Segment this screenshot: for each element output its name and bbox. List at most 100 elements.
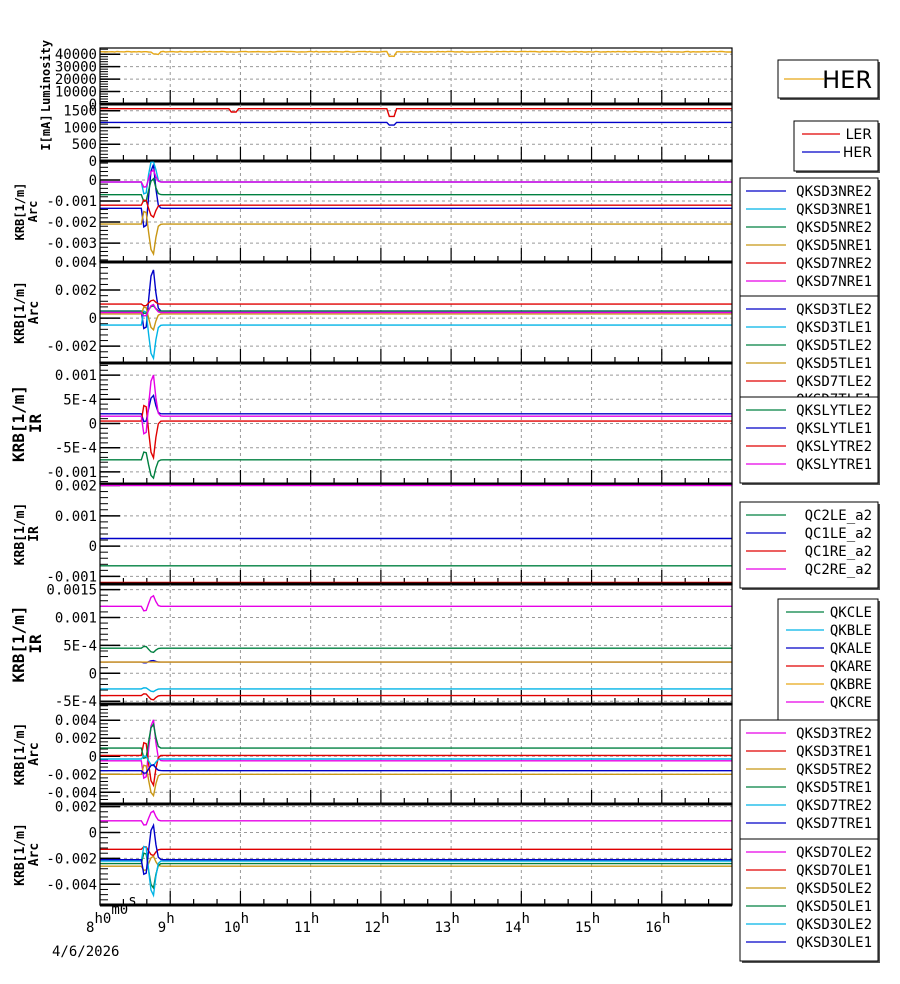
legend-label: LER [846, 127, 873, 143]
legend-label: QKSLYTRE2 [796, 439, 872, 455]
y-tick-label: 0.001 [55, 368, 97, 384]
y-tick-label: -0.002 [46, 215, 97, 231]
legend-label: QKSD5TLE2 [796, 338, 872, 354]
x-tick-number: 12 [364, 920, 381, 936]
panel-6: -0.001 0 0.001 0.002 KRB[1/m] IR [13, 479, 733, 586]
series-line-qkslytre1 [100, 374, 732, 435]
series-line-qksd3tre1 [100, 741, 732, 788]
y-tick-label: -0.001 [46, 569, 97, 585]
series-line-qksd5nre2 [100, 177, 732, 203]
series-line-qkslytle2 [100, 451, 732, 480]
panel-9: -0.004 -0.002 0 0.002 KRB[1/m] Arc [13, 800, 733, 907]
panel-3: -0.003 -0.002 -0.001 0 KRB[1/m] Arc [13, 160, 733, 264]
panel-frame [99, 103, 733, 162]
series-line-qkare [100, 693, 732, 701]
legend-label: QKSD7TRE1 [796, 816, 872, 832]
y-axis-label-line: Luminosity [39, 40, 53, 112]
y-tick-label: 0 [89, 666, 97, 682]
legend-label: QKCLE [830, 605, 872, 621]
y-axis-label: KRB[1/m]IR [9, 385, 45, 462]
series-line-qksd5tle2 [100, 304, 732, 315]
y-axis-label-line: KRB[1/m] [13, 183, 27, 241]
legend-label: QKSLYTLE2 [796, 403, 872, 419]
series-line-qksd7ole2 [100, 809, 732, 826]
y-tick-label: 0 [89, 311, 97, 327]
legend-box [777, 598, 879, 722]
y-tick-label: -0.004 [46, 785, 97, 801]
y-axis-label-line: Arc [27, 301, 42, 324]
series-line-qksd7ole1 [100, 845, 732, 857]
legend-panel-1: HER [777, 59, 880, 100]
x-tick-unit: m [111, 902, 119, 918]
x-tick-unit: h [522, 911, 530, 927]
series-line-qksd7tle2 [100, 299, 732, 307]
legend-label: QKSLYTLE1 [796, 421, 872, 437]
y-tick-label: 0.002 [55, 800, 97, 816]
series-line-qkble [100, 687, 732, 693]
legend-label: QKCRE [830, 695, 872, 711]
legend-label: QC1RE_a2 [805, 544, 872, 560]
y-axis-label-line: Arc [27, 742, 42, 765]
x-tick-number: 11 [294, 920, 311, 936]
legend-label: QKSLYTRE1 [796, 457, 872, 473]
y-tick-label: -0.001 [46, 465, 97, 481]
y-tick-label: 1000 [63, 120, 97, 136]
legend-label: QKSD5NRE1 [796, 238, 872, 254]
legend-box [739, 177, 879, 301]
y-tick-label: 30000 [55, 60, 97, 76]
x-tick-label: 16h [645, 911, 670, 936]
y-tick-label: -0.004 [46, 877, 97, 893]
y-tick-label: 1500 [63, 104, 97, 120]
y-tick-label: 20000 [55, 72, 97, 88]
y-axis-label-line: KRB[1/m] [9, 385, 28, 462]
legend-label: QKBLE [830, 623, 872, 639]
legend-label: QKSD7TLE2 [796, 374, 872, 390]
legend-label: QC1LE_a2 [805, 526, 872, 542]
y-tick-label: 0.004 [55, 255, 97, 271]
x-tick-number: 8 [86, 920, 94, 936]
x-tick-unit: h [592, 911, 600, 927]
series-line-qksd3nre2 [100, 164, 732, 229]
y-tick-label: 0 [89, 825, 97, 841]
legend-label: QKSD5OLE2 [796, 881, 872, 897]
legend-label: QKSD5OLE1 [796, 899, 872, 915]
series-line-qksd7nre2 [100, 199, 732, 219]
legend-panel-7: QKCLE QKBLE QKALE QKARE QKBRE QKCRE [777, 598, 880, 723]
legend-label: QKSD3NRE1 [796, 202, 872, 218]
legend-label: QKSD3OLE1 [796, 935, 872, 951]
legend-label: QKSD5NRE2 [796, 220, 872, 236]
y-tick-label: 0.001 [55, 610, 97, 626]
y-axis-label-line: KRB[1/m] [9, 605, 28, 682]
x-tick-number: 0 [103, 911, 111, 927]
x-axis-date: 4/6/2026 [52, 944, 119, 960]
x-tick-label: 10h [224, 911, 249, 936]
legend-label: QKARE [830, 659, 872, 675]
x-tick-number: 16 [645, 920, 662, 936]
x-tick-unit: h [451, 911, 459, 927]
series-line-qkslytre2 [100, 404, 732, 461]
y-axis-label: I[mA] [39, 114, 53, 150]
series-line-qkslytle1 [100, 394, 732, 423]
y-axis-label-line: KRB[1/m] [13, 503, 28, 566]
series-line-qksd5ole2 [100, 855, 732, 872]
x-tick-number: 10 [224, 920, 241, 936]
legend-panel-2: LER HER [793, 120, 880, 173]
legend-box [739, 838, 879, 962]
y-axis-label-line: Arc [26, 201, 40, 223]
y-tick-label: 0 [89, 539, 97, 555]
series-line-qksd7tre1 [100, 763, 732, 774]
y-tick-label: 0 [89, 749, 97, 765]
y-axis-label-line: IR [27, 526, 42, 542]
y-tick-label: -0.003 [46, 236, 97, 252]
y-axis-label-line: IR [26, 414, 45, 434]
y-tick-label: -5E-4 [55, 441, 97, 457]
y-axis-label-line: I[mA] [39, 114, 53, 150]
series-line-qkcre [100, 594, 732, 612]
x-tick-label: 9h [158, 911, 175, 936]
legend-label: QKSD5TLE1 [796, 356, 872, 372]
legend-label: QKSD7NRE1 [796, 274, 872, 290]
y-tick-label: 0.004 [55, 713, 97, 729]
